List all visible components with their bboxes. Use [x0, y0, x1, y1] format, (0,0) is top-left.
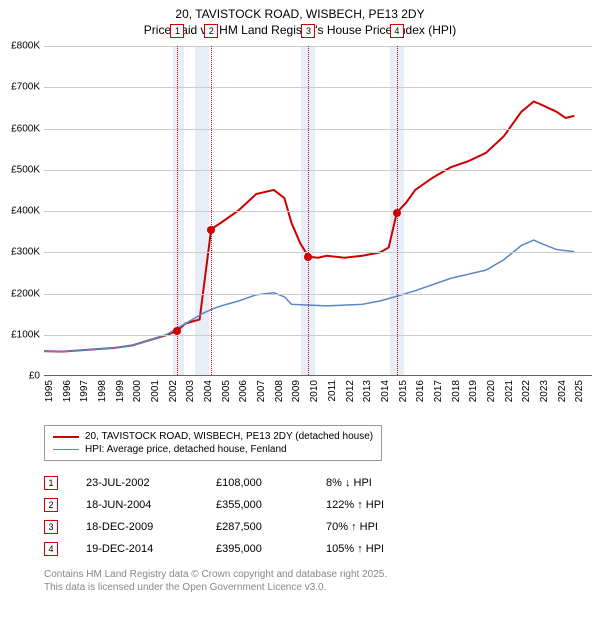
- marker-label: 1: [170, 24, 184, 38]
- transaction-date: 23-JUL-2002: [86, 477, 216, 489]
- transactions-table: 1 23-JUL-2002£108,0008% ↓ HPI 2 18-JUN-2004…: [44, 472, 436, 560]
- gridline: [44, 170, 592, 171]
- chart-container: 20, TAVISTOCK ROAD, WISBECH, PE13 2DY Pr…: [0, 0, 600, 620]
- transaction-marker: 2: [44, 498, 58, 512]
- transaction-row: 1 23-JUL-2002£108,0008% ↓ HPI: [44, 472, 436, 494]
- footer-line1: Contains HM Land Registry data © Crown c…: [44, 568, 387, 581]
- gridline: [44, 294, 592, 295]
- transaction-row: 2 18-JUN-2004£355,000122% ↑ HPI: [44, 494, 436, 516]
- gridline: [44, 46, 592, 47]
- marker-dot: [393, 209, 401, 217]
- title-line2: Price paid vs. HM Land Registry's House …: [0, 22, 600, 38]
- gridline: [44, 335, 592, 336]
- y-axis-label: £800K: [0, 41, 40, 52]
- y-axis-label: £0: [0, 371, 40, 382]
- transaction-delta: 8% ↓ HPI: [326, 477, 436, 489]
- transaction-delta: 122% ↑ HPI: [326, 499, 436, 511]
- transaction-date: 18-JUN-2004: [86, 499, 216, 511]
- title-line1: 20, TAVISTOCK ROAD, WISBECH, PE13 2DY: [0, 6, 600, 22]
- chart-title: 20, TAVISTOCK ROAD, WISBECH, PE13 2DY Pr…: [0, 0, 600, 38]
- chart-area: £0£100K£200K£300K£400K£500K£600K£700K£80…: [0, 46, 600, 416]
- transaction-delta: 70% ↑ HPI: [326, 521, 436, 533]
- transaction-marker: 1: [44, 476, 58, 490]
- y-axis-label: £600K: [0, 123, 40, 134]
- transaction-price: £395,000: [216, 543, 326, 555]
- marker-vline: [308, 46, 309, 375]
- legend-item: 20, TAVISTOCK ROAD, WISBECH, PE13 2DY (d…: [53, 430, 373, 443]
- gridline: [44, 87, 592, 88]
- transaction-date: 18-DEC-2009: [86, 521, 216, 533]
- legend-item: HPI: Average price, detached house, Fenl…: [53, 443, 373, 456]
- transaction-price: £108,000: [216, 477, 326, 489]
- gridline: [44, 129, 592, 130]
- y-axis-label: £700K: [0, 82, 40, 93]
- transaction-date: 19-DEC-2014: [86, 543, 216, 555]
- y-axis-label: £400K: [0, 206, 40, 217]
- marker-vline: [211, 46, 212, 375]
- marker-label: 4: [390, 24, 404, 38]
- transaction-row: 4 19-DEC-2014£395,000105% ↑ HPI: [44, 538, 436, 560]
- plot-area: £0£100K£200K£300K£400K£500K£600K£700K£80…: [44, 46, 592, 376]
- footer-line2: This data is licensed under the Open Gov…: [44, 581, 387, 594]
- footer: Contains HM Land Registry data © Crown c…: [44, 568, 387, 594]
- marker-dot: [173, 327, 181, 335]
- y-axis-label: £300K: [0, 247, 40, 258]
- marker-label: 3: [301, 24, 315, 38]
- legend-label: HPI: Average price, detached house, Fenl…: [85, 444, 287, 455]
- legend-label: 20, TAVISTOCK ROAD, WISBECH, PE13 2DY (d…: [85, 431, 373, 442]
- transaction-marker: 4: [44, 542, 58, 556]
- y-axis-label: £100K: [0, 329, 40, 340]
- transaction-price: £287,500: [216, 521, 326, 533]
- marker-dot: [207, 226, 215, 234]
- marker-label: 2: [204, 24, 218, 38]
- legend-swatch: [53, 436, 79, 438]
- gridline: [44, 211, 592, 212]
- y-axis-label: £200K: [0, 288, 40, 299]
- legend-swatch: [53, 449, 79, 450]
- transaction-marker: 3: [44, 520, 58, 534]
- y-axis-label: £500K: [0, 164, 40, 175]
- gridline: [44, 252, 592, 253]
- marker-dot: [304, 253, 312, 261]
- transaction-price: £355,000: [216, 499, 326, 511]
- legend: 20, TAVISTOCK ROAD, WISBECH, PE13 2DY (d…: [44, 425, 382, 461]
- marker-vline: [177, 46, 178, 375]
- transaction-delta: 105% ↑ HPI: [326, 543, 436, 555]
- transaction-row: 3 18-DEC-2009£287,50070% ↑ HPI: [44, 516, 436, 538]
